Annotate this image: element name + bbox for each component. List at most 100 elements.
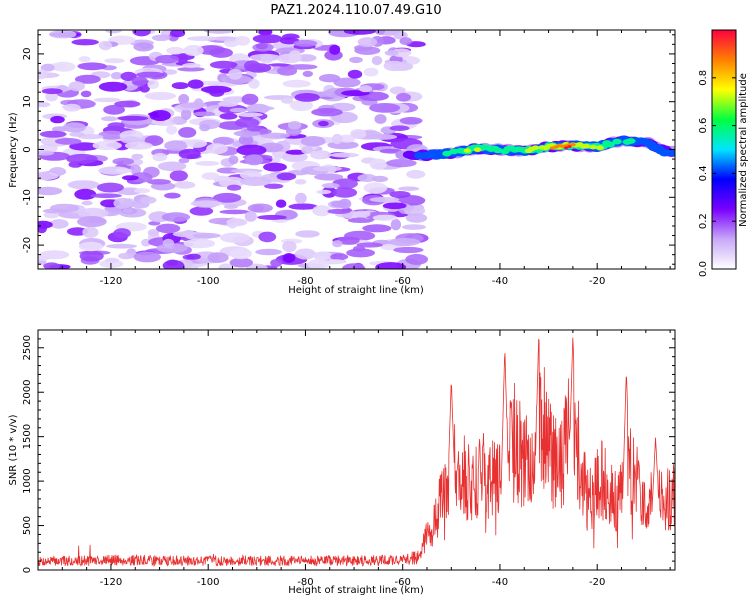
noise-blob (372, 214, 398, 221)
noise-blob (103, 104, 125, 115)
noise-blob (48, 30, 77, 39)
noise-blob (178, 93, 190, 105)
noise-blob (390, 218, 402, 231)
noise-blob (162, 238, 175, 248)
noise-blob (74, 74, 101, 84)
y-tick-label: 1000 (22, 468, 33, 493)
snr-y-ticks: 0 500 1000 1500 2000 2500 (22, 329, 675, 573)
snr-x-ticks: -120 -100 -80 -60 -40 -20 (37, 330, 671, 588)
noise-blob (374, 30, 386, 35)
x-tick-label: -80 (297, 577, 313, 588)
noise-blob (331, 133, 343, 145)
noise-blob (113, 197, 133, 209)
noise-blob (277, 53, 302, 64)
x-tick-label: -20 (589, 577, 605, 588)
noise-blob (199, 123, 211, 132)
noise-blob (63, 103, 81, 112)
signal-blob (596, 145, 604, 150)
noise-blob (369, 158, 388, 170)
noise-blob (206, 143, 228, 155)
noise-blob (174, 181, 196, 189)
noise-blob (80, 90, 92, 98)
noise-blob (327, 208, 351, 214)
snr-y-axis-label: SNR (10 * v/v) (8, 414, 19, 485)
x-tick-label: -40 (492, 276, 508, 287)
noise-blob (93, 97, 121, 103)
noise-blob (77, 134, 104, 140)
noise-blob (131, 76, 148, 87)
noise-blob (330, 200, 348, 208)
noise-blob (132, 30, 151, 37)
noise-blob (332, 187, 358, 198)
noise-blob (49, 219, 69, 229)
noise-blob (157, 161, 187, 172)
noise-blob (92, 140, 122, 151)
noise-blob (389, 191, 411, 198)
noise-blob (312, 152, 324, 159)
noise-blob (405, 213, 428, 223)
noise-blob (393, 246, 424, 254)
noise-blob (124, 141, 153, 150)
noise-blob (66, 153, 98, 164)
noise-blob (398, 186, 420, 191)
noise-blob (131, 153, 144, 160)
y-tick-label: 1500 (22, 424, 33, 449)
noise-blob (293, 39, 318, 47)
noise-blob (68, 81, 85, 92)
colorbar-gradient (712, 30, 736, 269)
y-tick-label: 0 (22, 567, 33, 573)
colorbar-tick-label: 0.0 (698, 261, 709, 277)
noise-blob (236, 144, 267, 156)
noise-blob (50, 115, 65, 124)
noise-blob (81, 200, 93, 206)
y-tick-label: -20 (22, 237, 33, 253)
noise-blob (49, 203, 80, 213)
noise-blob (369, 196, 400, 203)
noise-blob (248, 78, 260, 89)
noise-blob (118, 208, 147, 218)
noise-blob (362, 224, 392, 233)
spectrogram-y-ticks: -20 -10 0 10 20 (22, 34, 675, 265)
noise-blob (369, 103, 401, 113)
spectrogram-signal-layer (395, 135, 675, 162)
noise-blob (318, 120, 329, 127)
noise-blob (228, 68, 243, 80)
snr-frame (37, 329, 676, 571)
colorbar-tick-label: 0.4 (698, 165, 709, 181)
noise-blob (389, 125, 410, 131)
noise-blob (144, 92, 177, 100)
noise-blob (337, 236, 360, 245)
noise-blob (384, 50, 399, 56)
noise-blob (402, 224, 426, 230)
noise-blob (38, 186, 63, 196)
y-tick-label: 10 (22, 95, 33, 108)
noise-blob (39, 130, 67, 138)
noise-blob (203, 30, 235, 34)
noise-blob (211, 36, 241, 41)
signal-blob (589, 144, 598, 150)
noise-blob (96, 182, 124, 193)
noise-blob (104, 30, 123, 34)
noise-blob (356, 242, 383, 248)
noise-blob (219, 209, 251, 215)
noise-blob (120, 71, 137, 81)
noise-blob (51, 61, 76, 72)
noise-blob (233, 130, 261, 137)
noise-blob (389, 237, 421, 247)
noise-blob (382, 202, 407, 210)
noise-blob (130, 172, 153, 183)
noise-blob (330, 152, 359, 158)
noise-blob (185, 139, 207, 148)
noise-blob (405, 253, 429, 265)
noise-blob (312, 251, 333, 260)
y-tick-label: 2000 (22, 379, 33, 404)
noise-blob (38, 150, 55, 156)
noise-blob (285, 149, 307, 155)
noise-blob (396, 92, 411, 102)
signal-blob (605, 141, 615, 148)
noise-blob (312, 205, 332, 217)
y-tick-label: -10 (22, 189, 33, 205)
noise-blob (38, 101, 51, 108)
x-tick-label: -120 (100, 276, 123, 287)
colorbar-tick-label: 0.6 (698, 118, 709, 134)
